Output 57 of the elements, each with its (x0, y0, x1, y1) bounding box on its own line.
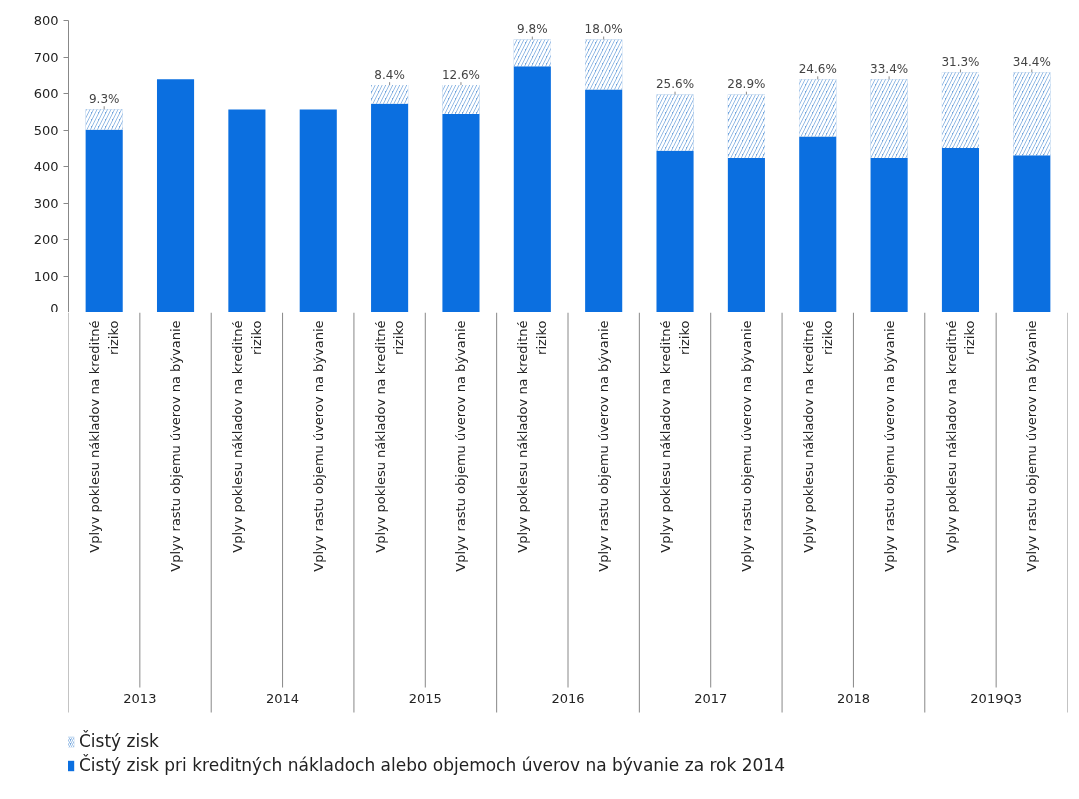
y-tick-label: 400 (33, 159, 59, 174)
y-tick-label: 700 (33, 49, 59, 65)
annotation: 24.6% (798, 61, 837, 76)
bar (371, 103, 409, 312)
annotation: 9.8% (517, 22, 548, 37)
annotation: 12.6% (441, 67, 481, 82)
legend-label: Čistý zisk (79, 731, 159, 751)
x-tick-label: Vplyv poklesu nákladov na kreditné riziko (658, 320, 692, 553)
x-tick-label: Vplyv rastu objemu úverov na bývanie (596, 320, 612, 572)
x-tick-label: Vplyv poklesu nákladov na kreditné riziko (800, 320, 835, 553)
bar (513, 66, 551, 312)
annotation: 31.3% (941, 55, 980, 70)
text: 2014 (266, 691, 300, 706)
y-tick-label: 200 (33, 232, 59, 247)
bar (941, 147, 980, 312)
y-tick-label: 500 (33, 122, 59, 138)
text: 2018 (836, 691, 870, 706)
x-tick-label: Vplyv poklesu nákladov na kreditné riziko (515, 320, 550, 553)
bar (870, 158, 908, 312)
x-tick-label: Vplyv rastu objemu úverov na bývanie (881, 320, 897, 572)
bar (85, 129, 123, 312)
bar (656, 150, 694, 312)
text: 2015 (408, 691, 442, 706)
x-tick-label: Vplyv poklesu nákladov na kreditné riziko (87, 320, 122, 553)
y-tick-label: 100 (33, 268, 59, 284)
text: 2013 (123, 691, 157, 706)
bar (442, 113, 480, 312)
x-tick-label: Vplyv rastu objemu úverov na bývanie (738, 320, 754, 572)
bar (799, 136, 837, 312)
annotation: 9.3% (88, 91, 120, 106)
bar (1013, 155, 1051, 312)
text: 2016 (551, 691, 585, 706)
y-tick-label: 600 (33, 86, 59, 101)
x-tick-label: Vplyv rastu objemu úverov na bývanie (1024, 320, 1040, 572)
y-tick-label: 0 (50, 300, 59, 316)
annotation: 28.9% (727, 77, 766, 92)
text: 2019Q3 (970, 691, 1022, 706)
x-tick-label: Vplyv rastu objemu úverov na bývanie (310, 320, 326, 572)
bar (585, 89, 623, 312)
x-tick-label: Vplyv rastu objemu úverov na bývanie (453, 320, 469, 572)
legend-label: Čistý zisk pri kreditných nákladoch alebo objemoch úverov na bývanie za rok 2014 (79, 755, 785, 775)
y-tick-label: 300 (33, 195, 59, 211)
annotation: 25.6% (655, 77, 695, 92)
bar (228, 109, 266, 312)
x-tick-label: Vplyv poklesu nákladov na kreditné riziko (372, 320, 407, 553)
bar (299, 109, 337, 312)
text: 2017 (694, 691, 728, 706)
annotation: 8.4% (374, 67, 405, 82)
y-tick-label: 800 (33, 13, 59, 28)
bar (727, 158, 765, 312)
annotation: 34.4% (1012, 55, 1051, 70)
bar (156, 79, 195, 312)
annotation: 18.0% (584, 22, 623, 37)
x-tick-label: Vplyv poklesu nákladov na kreditné riziko (230, 320, 264, 553)
x-tick-label: Vplyv poklesu nákladov na kreditné riziko (943, 320, 978, 553)
annotation: 33.4% (870, 61, 909, 76)
x-tick-label: Vplyv rastu objemu úverov na bývanie (168, 320, 184, 572)
